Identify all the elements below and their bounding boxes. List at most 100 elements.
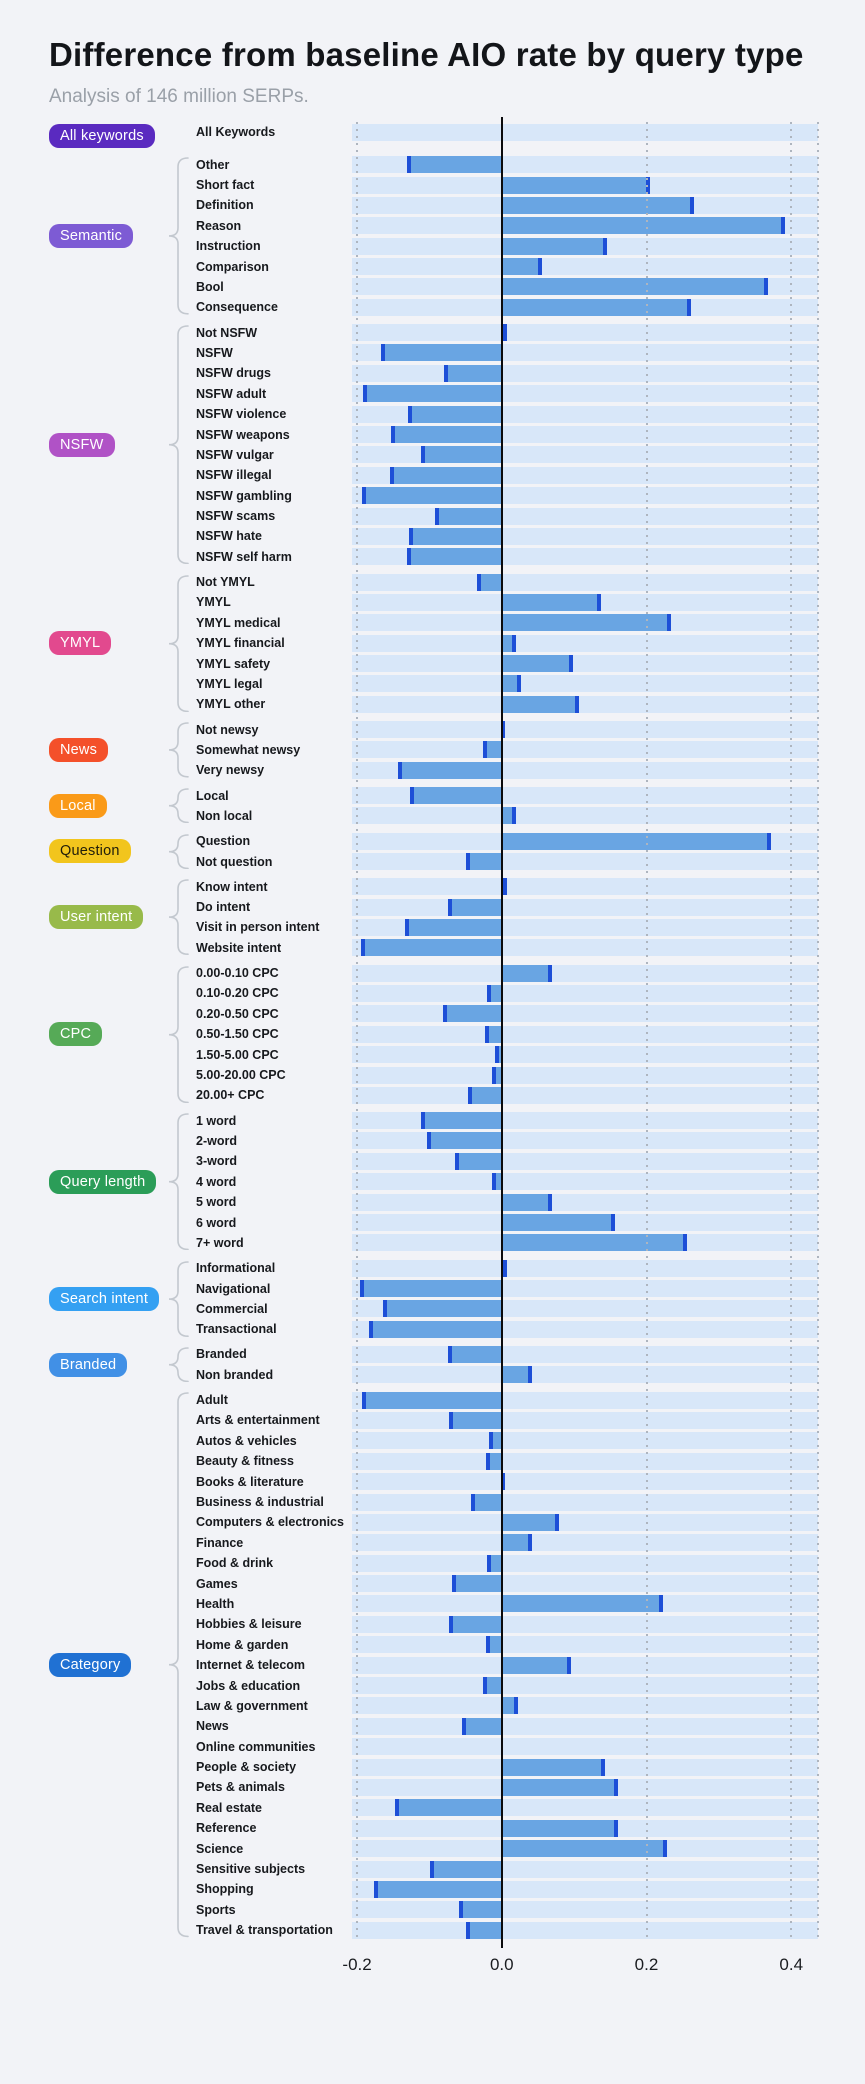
chart-row-ymyl-safety: YMYL safety <box>190 655 865 673</box>
bar-cap <box>430 1860 435 1878</box>
chart-row-definition: Definition <box>190 196 865 214</box>
bar-cap <box>362 1391 367 1409</box>
chart-group-search-intent: Search intent Informational Navigational Co… <box>0 1259 865 1338</box>
row-label: 0.00-0.10 CPC <box>196 966 279 981</box>
group-brace <box>168 788 189 824</box>
bar-track <box>352 1320 818 1338</box>
row-label: 0.20-0.50 CPC <box>196 1006 279 1021</box>
chart-row-nsfw-self-harm: NSFW self harm <box>190 548 865 566</box>
bar <box>501 1840 667 1858</box>
brace-column <box>168 1112 190 1251</box>
bar <box>501 655 574 673</box>
bar-track <box>352 1173 818 1191</box>
bar-track <box>352 527 818 545</box>
chart-row-books-literature: Books & literature <box>190 1473 865 1491</box>
bar-track <box>352 1259 818 1277</box>
bar <box>501 832 771 850</box>
chart-row-navigational: Navigational <box>190 1280 865 1297</box>
bar-track <box>352 1901 818 1919</box>
row-label: Know intent <box>196 879 268 894</box>
bar-track <box>352 741 818 759</box>
bar-track <box>352 984 818 1002</box>
badge-column: CPC <box>0 965 168 1104</box>
bar-track <box>352 548 818 566</box>
row-label: NSFW drugs <box>196 366 271 381</box>
chart-row-beauty-fitness: Beauty & fitness <box>190 1452 865 1470</box>
group-brace <box>168 1392 189 1938</box>
brace-column <box>168 156 190 316</box>
bar <box>406 548 502 566</box>
bar <box>443 364 502 382</box>
brace-column <box>168 787 190 824</box>
bar <box>404 918 502 936</box>
row-label: YMYL safety <box>196 656 271 671</box>
row-label: NSFW illegal <box>196 468 272 483</box>
rows-column: Know intent Do intent Visit in person inte… <box>190 878 865 957</box>
bar-track <box>352 1234 818 1252</box>
chart-row-ymyl: YMYL <box>190 593 865 611</box>
group-brace <box>168 965 189 1103</box>
chart-row-other: Other <box>190 156 865 174</box>
row-label: Health <box>196 1596 235 1611</box>
bar-cap <box>420 446 425 464</box>
chart-row-0-50-1-50-cpc: 0.50-1.50 CPC <box>190 1025 865 1043</box>
chart-row-nsfw-hate: NSFW hate <box>190 527 865 545</box>
row-label: Hobbies & leisure <box>196 1617 302 1632</box>
bar-track <box>352 258 818 276</box>
bar-track <box>352 1554 818 1572</box>
bar-cap <box>470 1493 475 1511</box>
bar <box>360 939 502 957</box>
bar-track <box>352 237 818 255</box>
bar <box>485 1452 502 1470</box>
bar-cap <box>502 1259 507 1277</box>
bar-track <box>352 405 818 423</box>
row-label: YMYL medical <box>196 615 281 630</box>
bar-cap <box>569 655 574 673</box>
group-badge-ymyl: YMYL <box>49 631 112 656</box>
chart-row-1-50-5-00-cpc: 1.50-5.00 CPC <box>190 1046 865 1064</box>
bar <box>430 1860 502 1878</box>
bar-cap <box>447 898 452 916</box>
row-label: YMYL financial <box>196 636 285 651</box>
chart-group-ymyl: YMYL Not YMYL YMYL YMYL medical YMYL financi… <box>0 573 865 713</box>
group-brace <box>168 157 189 315</box>
chart-row-law-government: Law & government <box>190 1697 865 1715</box>
chart-row-nsfw-adult: NSFW adult <box>190 385 865 403</box>
group-badge-query-length: Query length <box>49 1169 157 1194</box>
bar-track <box>352 385 818 403</box>
bar-cap <box>537 258 542 276</box>
badge-column: NSFW <box>0 324 168 565</box>
row-label: Online communities <box>196 1739 316 1754</box>
bar-cap <box>528 1534 533 1552</box>
chart-row-jobs-education: Jobs & education <box>190 1677 865 1695</box>
chart-row-0-10-0-20-cpc: 0.10-0.20 CPC <box>190 984 865 1002</box>
row-label: Comparison <box>196 259 269 274</box>
row-label: Internet & telecom <box>196 1658 306 1673</box>
bar-cap <box>383 1300 388 1318</box>
group-badge-user-intent: User intent <box>49 905 144 930</box>
bar <box>501 176 651 194</box>
bar-cap <box>448 1411 453 1429</box>
chart-row-all-keywords: All Keywords <box>190 123 865 141</box>
bar-cap <box>409 787 414 805</box>
page-subtitle: Analysis of 146 million SERPs. <box>49 85 309 107</box>
row-label: Reason <box>196 218 242 233</box>
badge-column: User intent <box>0 878 168 956</box>
chart-group-nsfw: NSFW Not NSFW NSFW NSFW drugs NSFW adult NSFW… <box>0 324 865 566</box>
bar-track <box>352 1411 818 1429</box>
chart-group-local: Local Local Non local <box>0 787 865 825</box>
group-badge-semantic: Semantic <box>49 223 134 248</box>
bar-track <box>352 156 818 174</box>
bar-track <box>352 1738 818 1756</box>
row-label: Reference <box>196 1821 257 1836</box>
chart-row-hobbies-leisure: Hobbies & leisure <box>190 1615 865 1633</box>
bar <box>487 984 502 1002</box>
bar-cap <box>465 853 470 870</box>
bar <box>482 741 502 759</box>
row-label: 7+ word <box>196 1235 244 1250</box>
chart-row-ymyl-financial: YMYL financial <box>190 634 865 652</box>
chart-row-adult: Adult <box>190 1391 865 1409</box>
bar-cap <box>482 1677 487 1695</box>
bar-track <box>352 634 818 652</box>
group-badge-local: Local <box>49 793 107 818</box>
